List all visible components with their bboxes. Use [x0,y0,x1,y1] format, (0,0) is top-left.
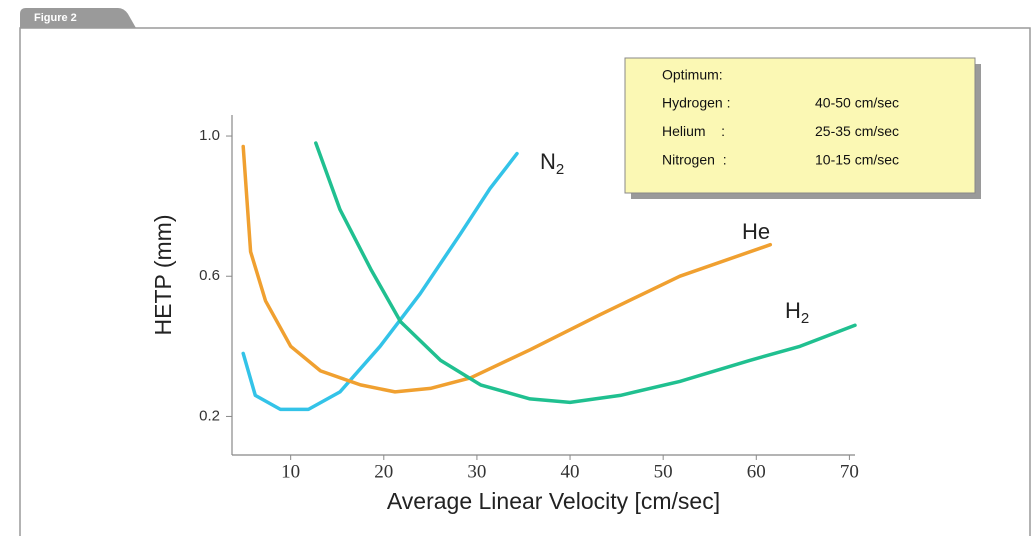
x-tick-label: 10 [281,461,300,482]
annotation-value: 25-35 cm/sec [815,123,899,139]
y-tick-label: 0.6 [199,267,220,284]
chart: 0.2 0.6 1.0 10 20 30 40 50 60 70 Average Linear Ve… [150,57,981,514]
x-tick-label: 60 [747,461,766,482]
x-tick-label: 70 [840,461,859,482]
annotation-box [624,57,976,194]
y-tick-label: 0.2 [199,407,220,424]
annotation-gas: Hydrogen : [662,95,730,111]
x-tick-label: 40 [561,461,580,482]
y-tick-label: 1.0 [199,127,220,144]
annotation-gas: Helium : [662,123,725,139]
figure-tab [20,8,136,28]
annotation-gas: Nitrogen : [662,152,727,168]
x-tick-label: 20 [374,461,393,482]
series-label: H2 [785,298,809,327]
series-line [314,141,857,405]
frame-border [19,27,1031,536]
x-axis-label: Average Linear Velocity [cm/sec] [387,488,720,514]
figure-label: Figure 2 [34,12,77,24]
annotation-value: 10-15 cm/sec [815,152,899,168]
series-line [241,151,519,412]
series-label: N2 [540,149,564,178]
y-axis-label: HETP (mm) [150,215,176,336]
annotation-title: Optimum: [662,67,723,83]
annotation-value: 40-50 cm/sec [815,95,899,111]
x-tick-label: 30 [467,461,486,482]
series-label: He [742,219,770,244]
series-line [241,144,773,394]
x-tick-label: 50 [654,461,673,482]
